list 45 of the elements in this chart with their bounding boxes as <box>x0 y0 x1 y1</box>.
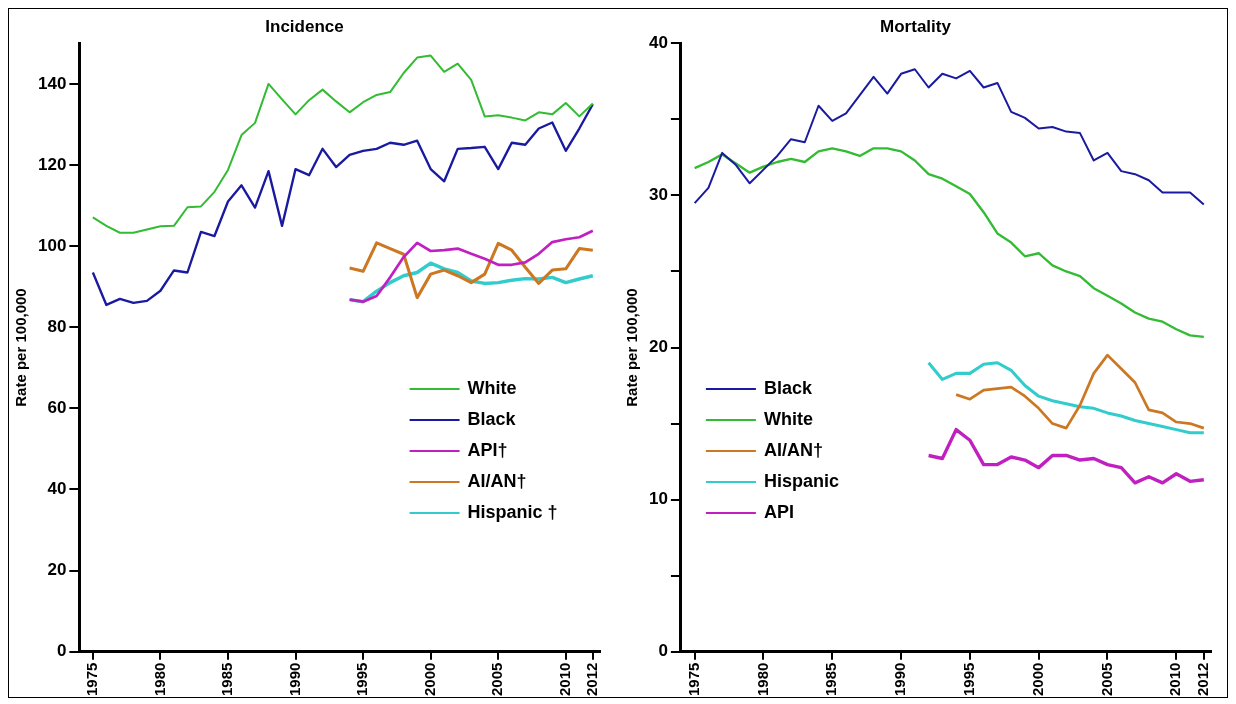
x-tick-label: 1985 <box>822 662 840 697</box>
x-tick-label: 1995 <box>353 662 371 697</box>
legend-label: API <box>763 501 794 522</box>
legend-label: White <box>467 377 517 398</box>
x-tick-label: 1990 <box>285 662 303 697</box>
y-tick-label: 80 <box>47 316 67 336</box>
x-tick-label: 2005 <box>1097 662 1115 697</box>
y-tick-label: 140 <box>37 73 67 93</box>
x-tick-label: 1975 <box>684 662 702 697</box>
x-tick-label: 1980 <box>150 662 168 697</box>
legend-label: Hispanic † <box>467 501 558 522</box>
x-tick-label: 1990 <box>891 662 909 697</box>
y-tick-label: 40 <box>47 479 67 499</box>
legend-label: Hispanic <box>763 470 839 491</box>
x-tick-label: 2005 <box>488 662 506 697</box>
x-tick-label: 1975 <box>83 662 101 697</box>
x-tick-label: 2012 <box>1193 662 1211 697</box>
x-tick-label: 2000 <box>420 662 438 697</box>
y-tick-label: 40 <box>648 33 668 53</box>
legend-label: Black <box>763 377 813 398</box>
legend-label: AI/AN† <box>467 470 527 491</box>
y-tick-label: 10 <box>648 489 668 509</box>
chart-title: Mortality <box>880 16 952 36</box>
legend-label: White <box>763 408 813 429</box>
y-tick-label: 0 <box>658 641 668 661</box>
x-tick-label: 2000 <box>1028 662 1046 697</box>
y-tick-label: 0 <box>56 641 67 661</box>
y-axis-title: Rate per 100,000 <box>12 288 30 407</box>
legend-label: AI/AN† <box>763 439 823 460</box>
x-tick-label: 1980 <box>753 662 771 697</box>
y-axis-title: Rate per 100,000 <box>623 288 641 407</box>
x-tick-label: 1985 <box>218 662 236 697</box>
legend-label: Black <box>467 408 517 429</box>
x-tick-label: 2010 <box>555 662 573 697</box>
x-tick-label: 2010 <box>1166 662 1184 697</box>
legend-label: API† <box>467 439 508 460</box>
y-tick-label: 100 <box>37 235 67 255</box>
chart-title: Incidence <box>265 16 344 36</box>
y-tick-label: 20 <box>648 337 668 357</box>
y-tick-label: 20 <box>47 560 67 580</box>
y-tick-label: 60 <box>47 398 67 418</box>
y-tick-label: 30 <box>648 185 668 205</box>
x-tick-label: 2012 <box>582 662 600 697</box>
y-tick-label: 120 <box>37 154 67 174</box>
x-tick-label: 1995 <box>960 662 978 697</box>
